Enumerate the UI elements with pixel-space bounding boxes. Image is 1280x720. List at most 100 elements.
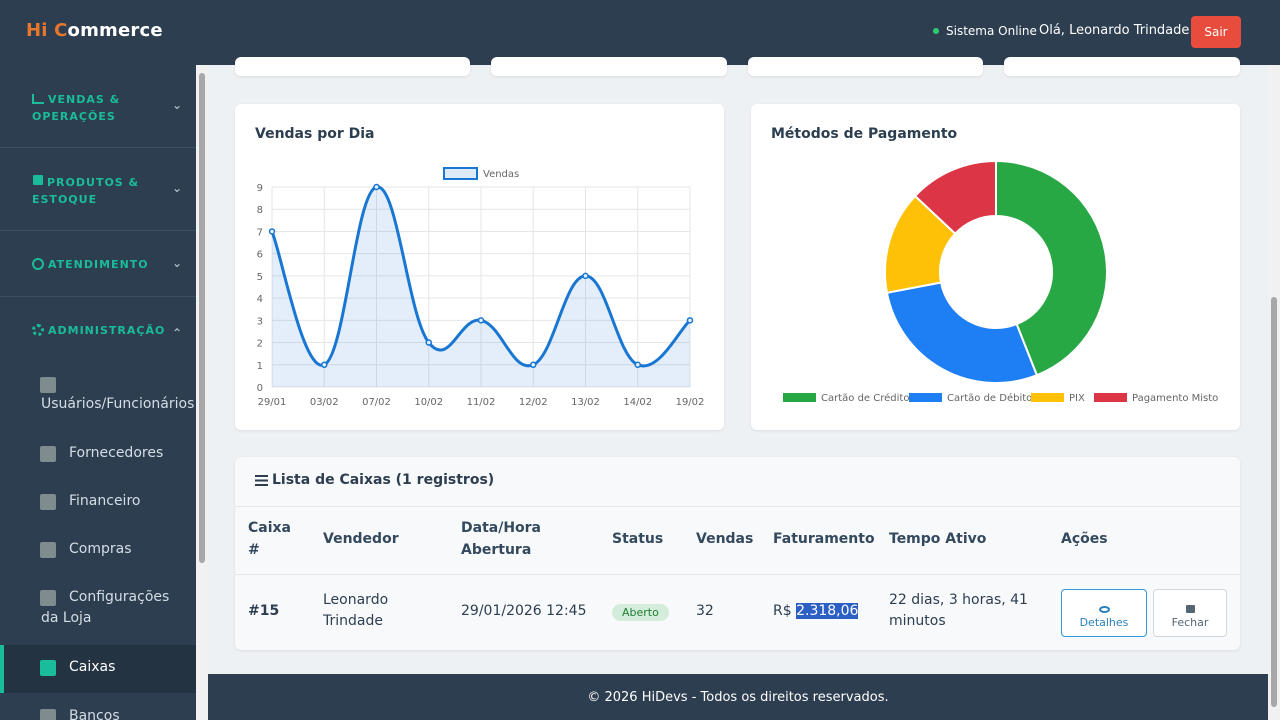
sidebar-item-label: Caixas: [69, 659, 116, 675]
sidebar-section-atendimento[interactable]: ATENDIMENTO ⌄: [0, 231, 196, 297]
sidebar-scrollbar[interactable]: [196, 65, 208, 720]
divider: [235, 574, 1240, 575]
sidebar-item-fornecedores[interactable]: Fornecedores: [0, 437, 196, 471]
th-vendas: Vendas: [696, 531, 754, 547]
section-label-2: ESTOQUE: [32, 193, 98, 206]
sidebar-item-label: Configurações: [69, 589, 170, 605]
y-tick-label: 7: [257, 227, 263, 238]
sidebar-item-financeiro[interactable]: Financeiro: [0, 485, 196, 519]
chevron-down-icon: ⌄: [172, 256, 184, 270]
section-label: ADMINISTRAÇÃO: [48, 324, 166, 337]
th-caixa-line2: #: [248, 542, 260, 558]
y-tick-label: 0: [257, 383, 263, 394]
sidebar-item-usuarios[interactable]: Usuários/Funcionários: [0, 365, 196, 423]
cell-caixa-id: #15: [248, 603, 280, 619]
fechar-button[interactable]: Fechar: [1153, 589, 1227, 637]
data-point: [634, 361, 641, 369]
sales-chart-title: Vendas por Dia: [255, 126, 375, 142]
box-icon: [33, 175, 43, 185]
status-badge: Aberto: [612, 604, 669, 621]
legend-label: Cartão de Crédito: [821, 392, 909, 404]
headset-icon: [32, 258, 44, 270]
eye-icon: [1098, 605, 1110, 613]
data-point: [477, 317, 485, 324]
y-tick-label: 1: [257, 361, 263, 372]
donut-slice: [913, 159, 997, 236]
sidebar-section-vendas[interactable]: VENDAS & OPERAÇÕES ⌄: [0, 65, 196, 148]
data-point: [686, 317, 694, 324]
series-line: [270, 185, 692, 368]
page-scrollbar-thumb[interactable]: [1271, 297, 1277, 707]
sidebar-item-compras[interactable]: Compras: [0, 533, 196, 567]
data-point: [268, 228, 276, 235]
fechar-label: Fechar: [1171, 616, 1209, 629]
data-point: [530, 361, 537, 369]
sidebar-item-configuracoes[interactable]: Configurações da Loja: [0, 581, 196, 631]
chart-icon: [40, 660, 56, 676]
th-data: Data/Hora Abertura: [461, 517, 541, 561]
brand-logo[interactable]: Hi Commerce: [26, 20, 163, 41]
data-point: [425, 339, 432, 346]
sidebar-section-administracao[interactable]: ADMINISTRAÇÃO ⌃: [0, 297, 196, 365]
stat-card: [491, 57, 727, 76]
payment-chart-card: Métodos de Pagamento Cartão de Crédito Ca…: [751, 104, 1240, 430]
cell-vendas: 32: [696, 603, 714, 619]
chart-line-icon: [32, 94, 44, 104]
user-greeting: Olá, Leonardo Trindade: [1039, 23, 1190, 38]
x-tick-label: 10/02: [414, 397, 443, 408]
section-label: VENDAS &: [48, 93, 121, 106]
cell-vendedor: Leonardo Trindade: [323, 590, 388, 632]
stat-card: [1004, 57, 1240, 76]
logout-button[interactable]: Sair: [1191, 16, 1241, 48]
th-caixa: Caixa #: [248, 517, 291, 561]
data-point: [373, 183, 380, 191]
sales-chart-card: Vendas por Dia 0 1 2 3 4 5 6 7 8 9 29/01 03/02 07/02…: [235, 104, 724, 430]
sidebar-item-label: Financeiro: [69, 493, 141, 509]
y-tick-label: 5: [257, 272, 263, 283]
sidebar-item-label-2: da Loja: [41, 610, 92, 626]
donut-slice: [885, 281, 1039, 384]
gear-icon: [32, 324, 44, 336]
sidebar-item-label: Fornecedores: [69, 445, 164, 461]
legend-swatch: [909, 393, 942, 402]
top-header: Hi Commerce Sistema Online Olá, Leonardo…: [0, 0, 1280, 65]
status-dot-icon: [933, 28, 939, 34]
caixas-table-card: Lista de Caixas (1 registros) Caixa # Ven…: [235, 457, 1240, 650]
sidebar-item-bancos[interactable]: Bancos: [0, 701, 196, 720]
stat-card: [748, 57, 983, 76]
y-tick-label: 6: [257, 250, 263, 261]
y-tick-label: 9: [257, 183, 263, 194]
cell-tempo-ativo: 22 dias, 3 horas, 41 minutos: [889, 590, 1028, 632]
y-tick-label: 2: [257, 339, 263, 350]
page-scrollbar[interactable]: [1268, 65, 1280, 720]
detalhes-button[interactable]: Detalhes: [1061, 589, 1147, 637]
series-area: [272, 186, 690, 387]
legend-label: Pagamento Misto: [1132, 393, 1218, 404]
y-tick-label: 8: [257, 205, 263, 216]
th-tempo-ativo: Tempo Ativo: [889, 531, 987, 547]
x-tick-label: 13/02: [571, 397, 600, 408]
sidebar-section-produtos[interactable]: PRODUTOS & ESTOQUE ⌄: [0, 148, 196, 231]
donut-slice: [995, 159, 1108, 377]
currency-prefix: R$: [773, 603, 797, 619]
sidebar-item-label: Usuários/Funcionários: [41, 396, 195, 412]
legend-label: PIX: [1069, 393, 1085, 404]
chevron-down-icon: ⌄: [172, 98, 184, 112]
x-tick-label: 07/02: [362, 397, 391, 408]
th-status: Status: [612, 531, 664, 547]
data-point: [582, 272, 589, 280]
sidebar-item-label: Compras: [69, 541, 132, 557]
cell-data-abertura: 29/01/2026 12:45: [461, 603, 587, 619]
th-caixa-line1: Caixa: [248, 520, 291, 536]
brand-hi: Hi: [26, 20, 55, 41]
chevron-up-icon: ⌃: [172, 326, 184, 340]
payment-donut-chart: Cartão de Crédito Cartão de Débito PIX Paga…: [783, 159, 1218, 404]
gear-icon: [40, 590, 56, 606]
sidebar-scrollbar-thumb[interactable]: [199, 73, 205, 563]
chart-icon: [40, 709, 56, 720]
th-vendedor: Vendedor: [323, 531, 399, 547]
sidebar-item-caixas[interactable]: Caixas: [0, 645, 196, 693]
list-icon: [255, 474, 268, 486]
sidebar-item-label: Bancos: [69, 708, 120, 720]
sales-line-chart: 0 1 2 3 4 5 6 7 8 9 29/01 03/02 07/02 10/02 11/02 12/02…: [257, 167, 704, 408]
